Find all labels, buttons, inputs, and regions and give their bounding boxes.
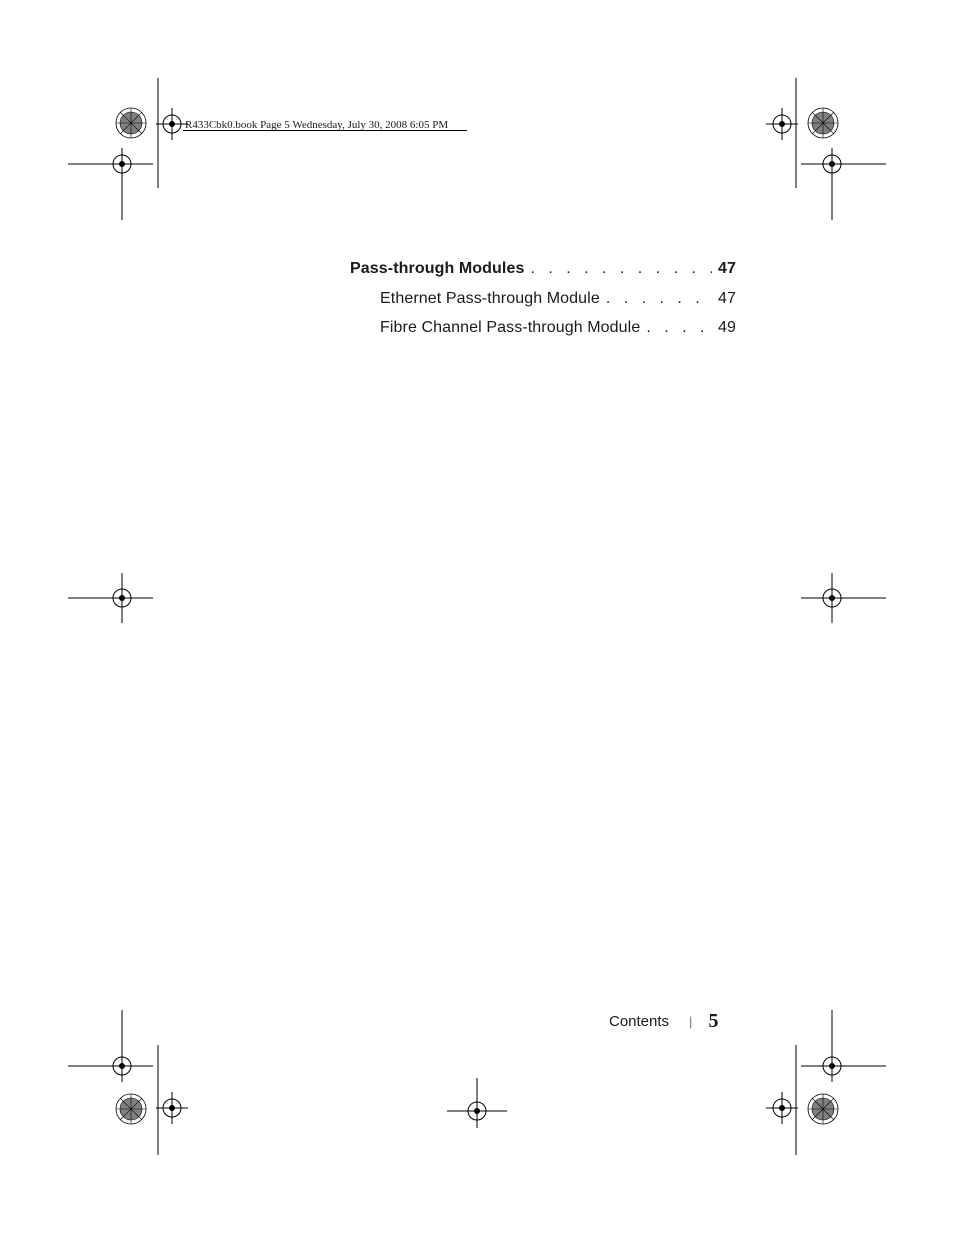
toc: Pass-through Modules . . . . . . . . . .… — [350, 258, 736, 347]
toc-leader: . . . . . . . . . . . . . . . . . . . . … — [606, 288, 712, 310]
folio-page-number: 5 — [708, 1010, 718, 1033]
toc-label: Fibre Channel Pass-through Module — [380, 317, 640, 339]
reg-bottom-center — [427, 1078, 527, 1148]
toc-page: 47 — [718, 288, 736, 310]
reg-corner-bottom-left — [130, 1045, 240, 1155]
toc-page: 49 — [718, 317, 736, 339]
toc-label: Pass-through Modules — [350, 258, 524, 280]
toc-row: Fibre Channel Pass-through Module . . . … — [380, 317, 736, 339]
folio: Contents | 5 — [609, 1010, 739, 1033]
reg-mid-right — [786, 573, 886, 623]
toc-leader: . . . . . . . . . . . . . . . . . . . . … — [646, 317, 712, 339]
reg-mini-top-right — [776, 140, 886, 220]
toc-leader: . . . . . . . . . . . . . . . . . . . . … — [530, 258, 712, 280]
toc-row: Pass-through Modules . . . . . . . . . .… — [350, 258, 736, 280]
page: R433Cbk0.book Page 5 Wednesday, July 30,… — [0, 0, 954, 1235]
reg-corner-bottom-right — [716, 1045, 826, 1155]
toc-row: Ethernet Pass-through Module . . . . . .… — [380, 288, 736, 310]
toc-page: 47 — [718, 258, 736, 280]
folio-section: Contents — [609, 1013, 669, 1030]
folio-separator: | — [689, 1014, 692, 1029]
reg-mini-top-left — [68, 140, 178, 220]
toc-label: Ethernet Pass-through Module — [380, 288, 600, 310]
reg-mid-left — [68, 573, 168, 623]
running-head-rule — [183, 130, 467, 131]
